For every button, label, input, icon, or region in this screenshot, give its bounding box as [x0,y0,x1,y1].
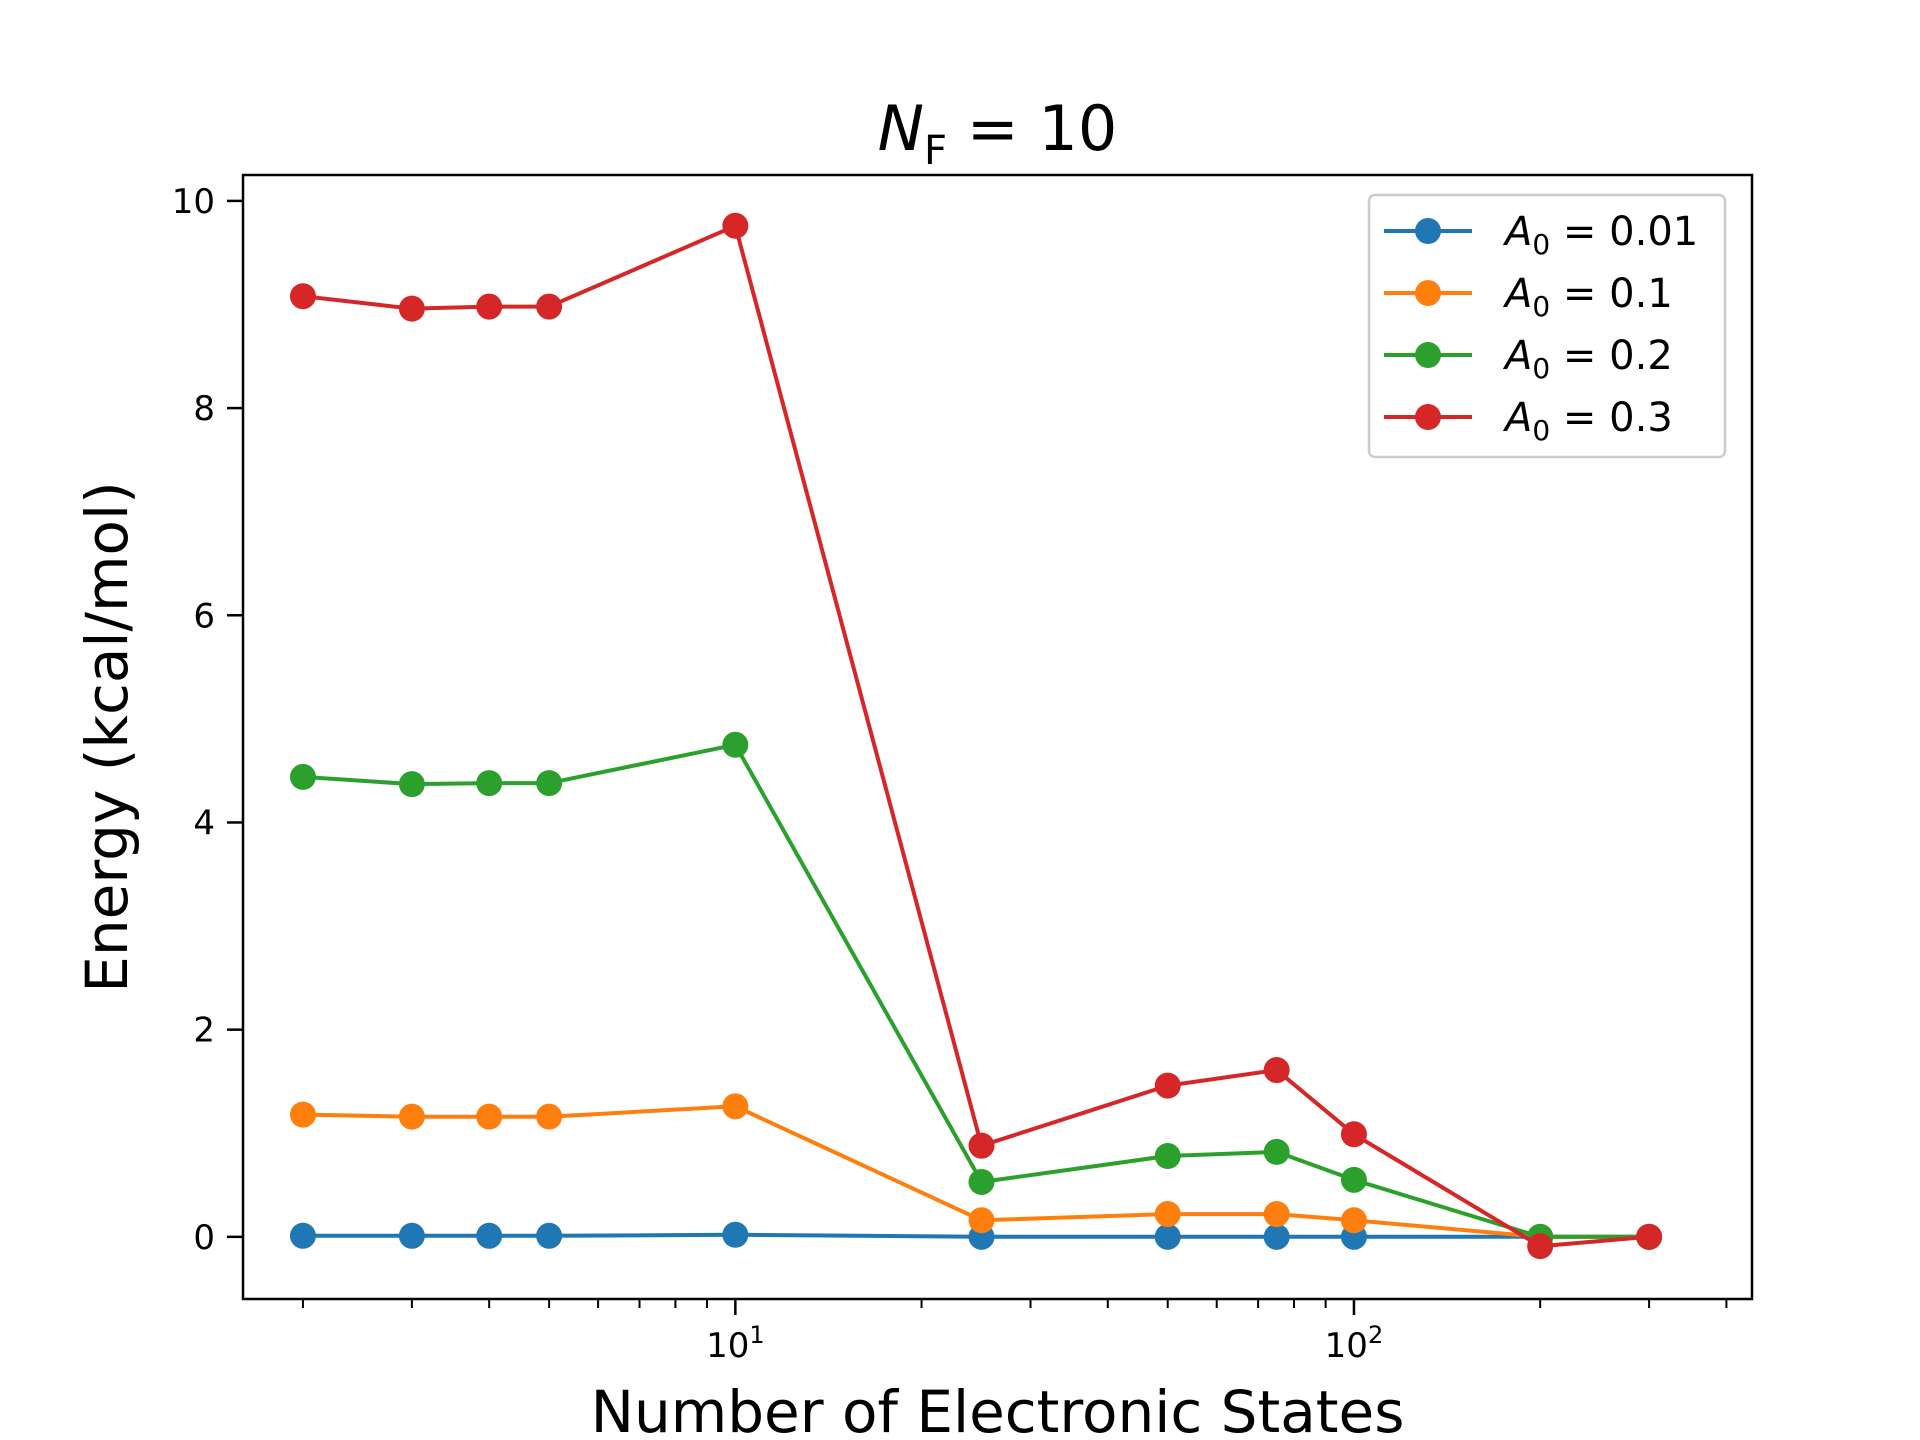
data-point [289,283,316,310]
data-point [1527,1233,1554,1260]
chart-title: NF = 10 [878,92,1118,174]
data-point [536,1103,563,1130]
legend-label: A0 = 0.01 [1502,209,1698,261]
data-point [289,1222,316,1249]
data-point [1636,1223,1663,1250]
data-point [536,293,563,320]
data-point [1263,1223,1290,1250]
data-point [1154,1072,1181,1099]
data-point [722,731,749,758]
data-point [398,1222,425,1249]
data-point [1263,1057,1290,1084]
series-2 [289,731,1663,1250]
series-layer [289,212,1663,1260]
legend-label: A0 = 0.1 [1502,271,1673,323]
data-point [968,1132,995,1159]
data-point [289,1101,316,1128]
y-tick-label: 8 [193,389,215,429]
data-point [722,212,749,239]
data-point [536,770,563,797]
data-point [1154,1223,1181,1250]
legend-marker [1415,280,1441,306]
title-sub: F [924,128,947,174]
series-line [302,742,1650,1239]
legend-entry: A0 = 0.3 [1384,395,1673,447]
x-major-ticks: 101 102 [706,1299,1383,1366]
y-tick-label: 0 [193,1218,215,1258]
y-axis-ticks: 0 2 4 6 8 10 [172,182,243,1258]
title-rest: = 10 [947,92,1117,165]
y-axis-label: Energy (kcal/mol) [73,481,141,993]
data-point [476,293,503,320]
x-tick-label: 101 [706,1321,765,1366]
y-tick-label: 4 [193,803,215,843]
data-point [398,295,425,322]
data-point [1340,1121,1367,1148]
x-axis-label: Number of Electronic States [591,1378,1405,1440]
data-point [1263,1138,1290,1165]
data-point [1263,1201,1290,1228]
legend: A0 = 0.01 A0 = 0.1 A0 = 0.2 A0 = 0.3 [1367,193,1727,459]
data-point [536,1222,563,1249]
data-point [1154,1201,1181,1228]
series-3 [289,212,1663,1260]
plot-area [241,173,1754,1301]
data-point [968,1168,995,1195]
legend-box [1367,193,1727,459]
data-point [398,771,425,798]
legend-marker [1415,218,1441,244]
data-point [968,1207,995,1234]
title-var: N [878,92,924,165]
data-point [476,770,503,797]
data-point [289,763,316,790]
legend-entry: A0 = 0.01 [1384,209,1698,261]
y-tick-label: 2 [193,1011,215,1051]
legend-marker [1415,342,1441,368]
data-point [1340,1207,1367,1234]
legend-marker [1415,404,1441,430]
legend-label: A0 = 0.3 [1502,395,1673,447]
data-point [722,1093,749,1120]
y-tick-label: 10 [172,182,215,222]
legend-entry: A0 = 0.1 [1384,271,1673,323]
x-minor-ticks [301,1299,1728,1308]
x-tick-label: 102 [1325,1321,1384,1366]
legend-entry: A0 = 0.2 [1384,333,1673,385]
data-point [398,1103,425,1130]
data-point [476,1103,503,1130]
legend-label: A0 = 0.2 [1502,333,1673,385]
data-point [1340,1166,1367,1193]
y-tick-label: 6 [193,596,215,636]
data-point [1154,1143,1181,1170]
data-point [722,1221,749,1248]
data-point [476,1222,503,1249]
